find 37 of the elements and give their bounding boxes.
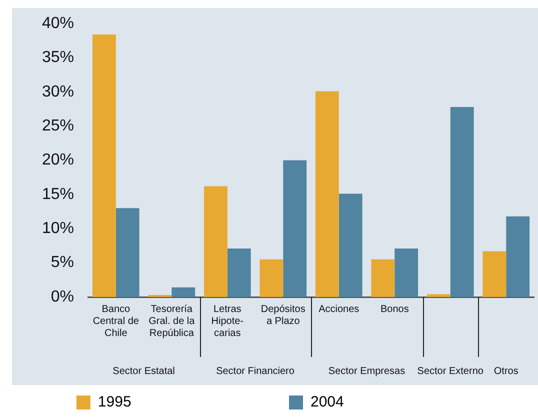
bar [116, 208, 140, 297]
x-tick-label: Depósitos a Plazo [260, 304, 306, 327]
bar [482, 251, 506, 297]
text: Otros [494, 366, 518, 377]
text: Sector Externo [417, 366, 484, 377]
y-tick-label: 15% [42, 186, 74, 203]
y-tick-label: 30% [42, 83, 74, 100]
y-tick-label: 20% [42, 152, 74, 169]
x-tick-label: Tesorería Gral. de la República [148, 304, 196, 339]
bar [283, 160, 307, 297]
bar [506, 216, 530, 297]
bar [92, 34, 116, 297]
x-tick-label: Acciones [318, 304, 360, 315]
text: Sector Financiero [216, 366, 295, 377]
text: Sector Empresas [328, 366, 406, 377]
bar [227, 248, 251, 297]
bar [394, 248, 418, 297]
bar [450, 106, 474, 297]
bar [260, 259, 284, 297]
y-tick-label: 0% [50, 288, 74, 306]
y-tick-label: 40% [42, 15, 74, 32]
bar [204, 186, 228, 297]
legend-label: 2004 [310, 394, 486, 411]
x-tick-label: Bonos [380, 304, 409, 315]
y-tick-label: 35% [42, 49, 74, 66]
y-tick-label: 25% [42, 118, 74, 135]
x-tick-label: Letras Hipote- carias [211, 304, 244, 339]
bar [426, 294, 450, 297]
bar [172, 287, 196, 297]
x-tick-label: Banco Central de Chile [92, 304, 140, 339]
legend-label: 1995 [98, 394, 274, 411]
bar [371, 259, 395, 297]
bar [315, 91, 339, 297]
bar [338, 194, 362, 297]
y-tick-label: 10% [42, 220, 74, 238]
y-tick-label: 5% [50, 254, 74, 272]
text: Sector Estatal [112, 366, 175, 377]
